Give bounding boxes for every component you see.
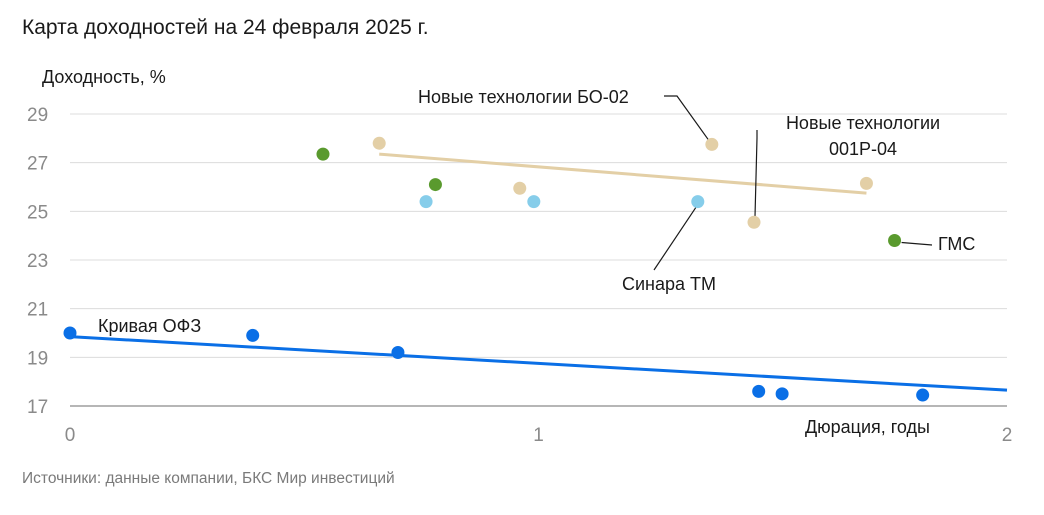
annotation-new-tech-001p04-line1: Новые технологии bbox=[786, 113, 940, 133]
data-point bbox=[916, 388, 930, 402]
y-tick-label: 21 bbox=[27, 300, 48, 321]
leader-line bbox=[653, 207, 697, 271]
data-point bbox=[372, 136, 386, 150]
y-tick-labels: 17 19 21 23 25 27 29 bbox=[27, 105, 48, 418]
x-tick-label: 0 bbox=[65, 425, 76, 446]
data-points bbox=[63, 136, 930, 402]
source-note: Источники: данные компании, БКС Мир инве… bbox=[22, 470, 395, 487]
y-tick-label: 29 bbox=[27, 105, 48, 126]
data-point bbox=[513, 181, 527, 195]
data-point bbox=[419, 195, 433, 209]
data-point bbox=[391, 345, 405, 359]
y-tick-label: 27 bbox=[27, 154, 48, 175]
y-axis-title: Доходность, % bbox=[42, 67, 166, 87]
data-point bbox=[747, 215, 761, 229]
trendline bbox=[69, 335, 1008, 392]
annotation-leader-lines bbox=[653, 95, 933, 271]
x-tick-label: 2 bbox=[1002, 425, 1013, 446]
trendline bbox=[379, 152, 867, 195]
data-point bbox=[63, 326, 77, 340]
y-tick-label: 23 bbox=[27, 251, 48, 272]
leader-line bbox=[664, 95, 710, 141]
y-tick-label: 25 bbox=[27, 202, 48, 223]
annotation-ofz-curve: Кривая ОФЗ bbox=[98, 316, 201, 336]
leader-line bbox=[901, 241, 933, 246]
annotation-new-tech-001p04-line2: 001Р-04 bbox=[829, 139, 897, 159]
data-point bbox=[691, 195, 705, 209]
annotation-gms: ГМС bbox=[938, 234, 975, 254]
data-point bbox=[775, 387, 789, 401]
x-tick-label: 1 bbox=[533, 425, 544, 446]
data-point bbox=[246, 328, 260, 342]
data-point bbox=[888, 234, 902, 248]
data-point bbox=[527, 195, 541, 209]
data-point bbox=[705, 137, 719, 151]
x-tick-labels: 0 1 2 bbox=[65, 425, 1013, 446]
annotation-sinara-tm: Синара ТМ bbox=[622, 274, 716, 294]
grid-lines bbox=[70, 113, 1007, 407]
trendlines bbox=[69, 152, 1008, 392]
annotations: Новые технологии БО-02 Новые технологии … bbox=[98, 87, 975, 336]
y-tick-label: 19 bbox=[27, 348, 48, 369]
data-point bbox=[316, 147, 330, 161]
chart-title: Карта доходностей на 24 февраля 2025 г. bbox=[22, 16, 429, 39]
annotation-new-tech-bo02: Новые технологии БО-02 bbox=[418, 87, 629, 107]
x-axis-title: Дюрация, годы bbox=[805, 417, 930, 437]
data-point bbox=[752, 384, 766, 398]
data-point bbox=[859, 176, 873, 190]
data-point bbox=[428, 178, 442, 192]
y-tick-label: 17 bbox=[27, 397, 48, 418]
leader-line bbox=[754, 130, 758, 217]
